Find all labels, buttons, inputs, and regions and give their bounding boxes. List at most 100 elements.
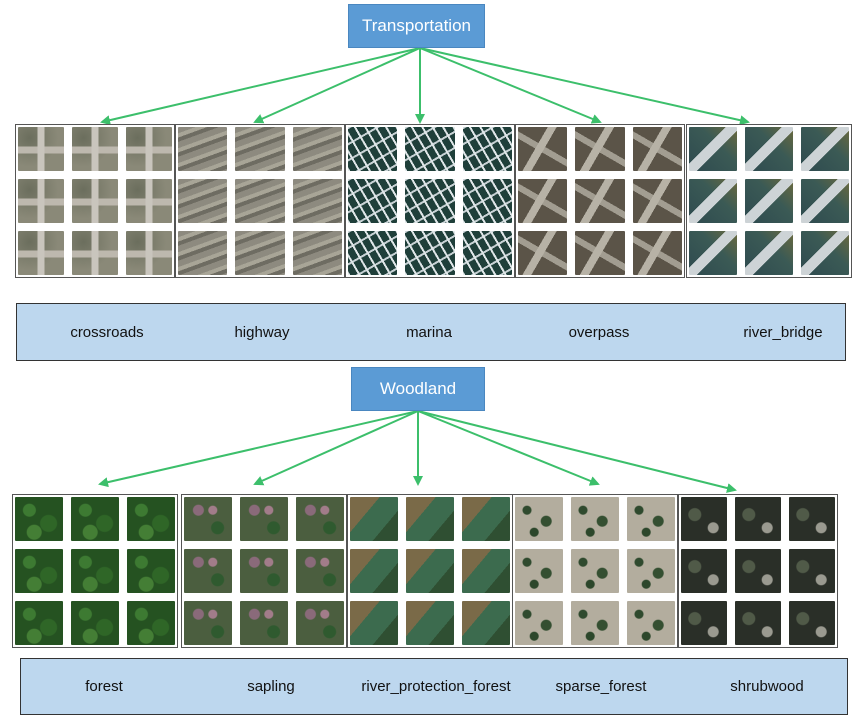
image-tile <box>735 497 781 541</box>
image-tile <box>405 231 455 275</box>
image-tile <box>627 549 675 593</box>
image-tile <box>575 127 625 171</box>
image-tile <box>462 179 512 223</box>
arrow-to-crossroads <box>100 47 421 126</box>
image-tile <box>689 179 737 223</box>
arrow-to-highway <box>253 47 421 124</box>
image-tile <box>405 179 455 223</box>
image-tile <box>801 179 849 223</box>
image-tile <box>292 127 342 171</box>
image-tile <box>789 601 835 645</box>
image-tile <box>462 127 512 171</box>
image-tile <box>575 231 625 275</box>
image-tile <box>571 497 619 541</box>
image-tile <box>632 179 682 223</box>
overpass-image-panel <box>515 124 685 278</box>
image-tile <box>515 601 563 645</box>
image-tile <box>240 601 288 645</box>
label-sparse-forest: sparse_forest <box>555 678 647 695</box>
image-tile <box>72 179 118 223</box>
arrow-to-shrubwood <box>417 410 737 493</box>
label-shrubwood: shrubwood <box>730 678 804 695</box>
crossroads-image-panel <box>15 124 175 278</box>
image-tile <box>406 497 454 541</box>
label-river-protection-forest: river_protection_forest <box>361 678 511 695</box>
image-tile <box>627 497 675 541</box>
image-tile <box>801 127 849 171</box>
image-tile <box>240 549 288 593</box>
image-tile <box>518 231 568 275</box>
image-tile <box>71 549 119 593</box>
image-tile <box>127 601 175 645</box>
image-tile <box>571 601 619 645</box>
image-tile <box>127 549 175 593</box>
label-highway: highway <box>234 323 290 341</box>
label-river-bridge: river_bridge <box>743 323 823 341</box>
image-tile <box>515 549 563 593</box>
label-sapling: sapling <box>247 678 295 695</box>
transportation-title: Transportation <box>348 4 485 48</box>
image-tile <box>745 231 793 275</box>
image-tile <box>348 179 398 223</box>
image-tile <box>178 127 228 171</box>
image-tile <box>72 127 118 171</box>
image-tile <box>462 231 512 275</box>
image-tile <box>789 549 835 593</box>
image-tile <box>350 601 398 645</box>
image-tile <box>518 127 568 171</box>
image-tile <box>575 179 625 223</box>
image-tile <box>184 497 232 541</box>
image-tile <box>126 231 172 275</box>
woodland-title: Woodland <box>351 367 485 411</box>
image-tile <box>462 549 510 593</box>
image-tile <box>72 231 118 275</box>
image-tile <box>801 231 849 275</box>
arrow-to-sapling <box>253 410 419 486</box>
image-tile <box>735 549 781 593</box>
image-tile <box>689 231 737 275</box>
forest-image-panel <box>12 494 178 648</box>
arrow-to-river-bridge <box>419 47 750 126</box>
image-tile <box>571 549 619 593</box>
image-tile <box>184 549 232 593</box>
image-tile <box>745 179 793 223</box>
image-tile <box>462 601 510 645</box>
image-tile <box>296 549 344 593</box>
image-tile <box>745 127 793 171</box>
image-tile <box>515 497 563 541</box>
image-tile <box>735 601 781 645</box>
image-tile <box>235 231 285 275</box>
image-tile <box>18 231 64 275</box>
image-tile <box>18 127 64 171</box>
image-tile <box>71 497 119 541</box>
transportation-label-bar: crossroads highway marina overpass river… <box>16 303 846 361</box>
image-tile <box>15 601 63 645</box>
image-tile <box>126 179 172 223</box>
sapling-image-panel <box>181 494 347 648</box>
highway-image-panel <box>175 124 345 278</box>
image-tile <box>689 127 737 171</box>
image-tile <box>405 127 455 171</box>
image-tile <box>178 231 228 275</box>
image-tile <box>632 231 682 275</box>
arrow-to-overpass <box>419 47 602 124</box>
image-tile <box>235 179 285 223</box>
image-tile <box>296 601 344 645</box>
woodland-label-bar: forest sapling river_protection_forest s… <box>20 658 848 715</box>
image-tile <box>462 497 510 541</box>
image-tile <box>518 179 568 223</box>
river-protection-forest-image-panel <box>347 494 513 648</box>
image-tile <box>348 231 398 275</box>
image-tile <box>15 497 63 541</box>
image-tile <box>789 497 835 541</box>
river-bridge-image-panel <box>686 124 852 278</box>
image-tile <box>627 601 675 645</box>
marina-image-panel <box>345 124 515 278</box>
image-tile <box>406 549 454 593</box>
image-tile <box>240 497 288 541</box>
image-tile <box>406 601 454 645</box>
image-tile <box>18 179 64 223</box>
image-tile <box>632 127 682 171</box>
image-tile <box>292 231 342 275</box>
